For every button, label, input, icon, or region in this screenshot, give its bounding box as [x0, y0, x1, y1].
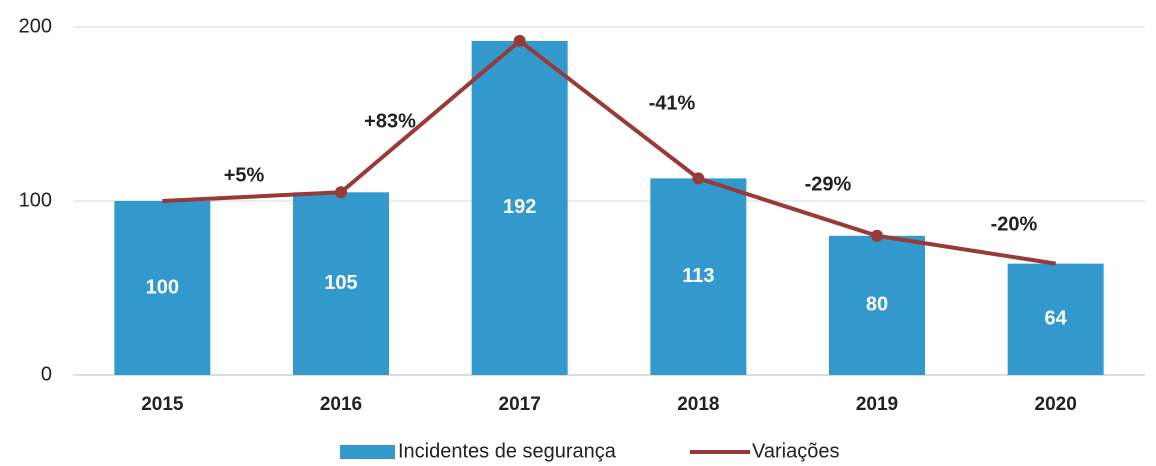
line: [162, 38, 1056, 266]
y-tick-label: 0: [41, 363, 52, 385]
bar: [471, 40, 568, 376]
bar: [650, 178, 747, 375]
x-tick-label: 2018: [677, 394, 719, 415]
x-tick-label: 2017: [499, 394, 541, 415]
data-label: 100: [146, 276, 179, 298]
marker: [513, 34, 526, 47]
data-label: 192: [503, 196, 536, 218]
data-label: 64: [1045, 308, 1068, 330]
marker: [335, 186, 347, 199]
marker: [692, 172, 705, 185]
annotation: +83%: [364, 110, 416, 132]
legend-label: Incidentes de segurança: [398, 440, 617, 462]
data-label: 113: [682, 265, 714, 287]
data-label: 80: [866, 294, 888, 316]
marker: [871, 229, 883, 242]
y-tick-label: 100: [19, 189, 52, 211]
bar: [829, 235, 925, 375]
annotation: -20%: [991, 213, 1038, 235]
data-label: 105: [324, 272, 357, 294]
y-tick-label: 200: [19, 15, 52, 37]
x-tick-label: 2016: [320, 394, 362, 415]
x-tick-label: 2020: [1035, 394, 1077, 415]
annotation: -29%: [805, 173, 852, 195]
annotation: +5%: [224, 164, 265, 186]
annotation: -41%: [649, 92, 696, 114]
legend-swatch: [340, 445, 395, 459]
bar: [114, 201, 211, 375]
legend-label: Variações: [752, 440, 839, 462]
x-tick-label: 2015: [141, 394, 184, 415]
bar: [1007, 263, 1104, 375]
bar: [293, 192, 389, 375]
x-tick-label: 2019: [856, 394, 898, 415]
